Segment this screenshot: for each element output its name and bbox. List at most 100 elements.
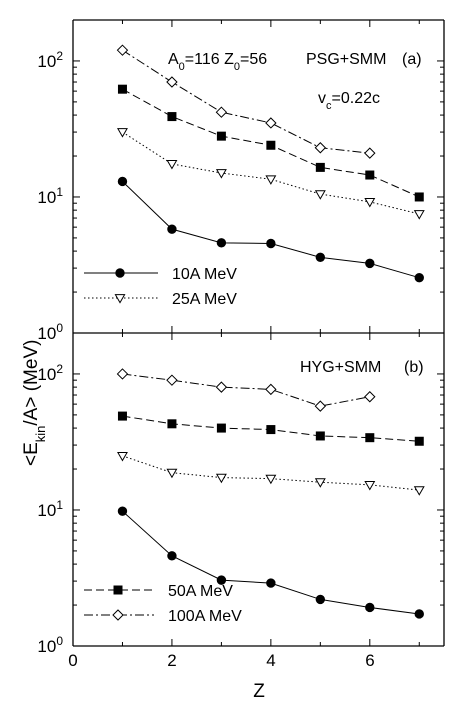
- legend-marker-25a-mev: [114, 294, 126, 304]
- legend-panel-a: 10A MeV 25A MeV: [84, 266, 237, 308]
- point-b-50a-mev-z5: [315, 431, 325, 441]
- point-a-25a-mev-z1: [117, 128, 128, 138]
- x-tick-label-4: 4: [266, 651, 275, 670]
- point-b-10a-mev-z1: [117, 506, 128, 516]
- x-tick-label-2: 2: [167, 651, 176, 670]
- point-a-25a-mev-z3: [215, 169, 227, 179]
- point-a-10a-mev-z6: [365, 258, 375, 269]
- point-a-25a-mev-z2: [166, 160, 178, 170]
- y-axis-title: <Ekin/A> (MeV): [21, 340, 48, 466]
- point-a-100a-mev-z3: [215, 106, 228, 118]
- point-b-10a-mev-z2: [167, 551, 177, 561]
- point-a-50a-mev-z7: [414, 192, 424, 202]
- point-b-100a-mev-z3: [215, 381, 228, 393]
- y-tick-label-b-1e0: 100: [37, 634, 63, 656]
- series-line-b-25a-mev: [122, 455, 420, 491]
- point-a-25a-mev-z4: [265, 175, 277, 185]
- point-b-50a-mev-z3: [216, 423, 226, 433]
- annotation-model-b: HYG+SMM: [300, 359, 381, 376]
- legend-panel-b: 50A MeV 100A MeV: [84, 583, 242, 625]
- point-a-50a-mev-z5: [315, 162, 325, 172]
- legend-label-10a-mev: 10A MeV: [172, 266, 237, 283]
- point-a-10a-mev-z4: [266, 238, 276, 249]
- point-a-100a-mev-z1: [116, 44, 129, 56]
- point-b-50a-mev-z4: [266, 425, 276, 435]
- series-line-a-10a-mev: [122, 181, 420, 279]
- series-line-a-100a-mev: [122, 49, 370, 154]
- point-a-25a-mev-z5: [314, 190, 326, 200]
- series-b-100a-mev: [116, 368, 376, 412]
- point-b-10a-mev-z6: [365, 602, 375, 613]
- point-a-100a-mev-z5: [314, 142, 327, 154]
- point-b-100a-mev-z4: [265, 383, 277, 396]
- point-b-100a-mev-z1: [116, 368, 129, 380]
- point-b-100a-mev-z2: [166, 374, 178, 386]
- x-axis-title: Z: [253, 681, 265, 702]
- point-b-25a-mev-z6: [364, 480, 376, 491]
- point-a-10a-mev-z7: [414, 272, 424, 283]
- x-tick-labels: 0 2 4 6: [68, 651, 374, 670]
- annotation-panel-b: (b): [404, 359, 424, 376]
- x-tick-label-6: 6: [365, 651, 374, 670]
- point-a-50a-mev-z4: [266, 140, 276, 150]
- point-a-10a-mev-z5: [315, 252, 326, 263]
- point-b-25a-mev-z4: [265, 474, 277, 485]
- point-a-10a-mev-z2: [167, 224, 177, 234]
- point-a-100a-mev-z6: [364, 147, 376, 159]
- y-tick-label-a-1e2: 102: [37, 49, 63, 71]
- point-b-25a-mev-z7: [413, 486, 425, 496]
- point-a-50a-mev-z2: [167, 112, 177, 122]
- series-b-50a-mev: [117, 411, 424, 446]
- series-line-b-10a-mev: [122, 510, 420, 615]
- legend-marker-100a-mev: [112, 609, 124, 621]
- series-a-10a-mev: [117, 176, 424, 283]
- series-line-b-100a-mev: [122, 373, 370, 407]
- point-b-25a-mev-z1: [117, 451, 128, 462]
- annotation-model-a: PSG+SMM: [306, 51, 386, 68]
- legend-label-25a-mev: 25A MeV: [172, 291, 237, 308]
- point-a-100a-mev-z4: [265, 117, 277, 129]
- annotation-panel-a: (a): [402, 51, 422, 68]
- annotation-velocity: vc=0.22c: [318, 90, 380, 112]
- point-b-50a-mev-z2: [167, 419, 177, 429]
- legend-marker-50a-mev: [113, 585, 123, 595]
- x-tick-label-0: 0: [68, 651, 77, 670]
- point-b-10a-mev-z4: [266, 578, 276, 588]
- point-b-100a-mev-z5: [314, 400, 327, 412]
- legend-label-100a-mev: 100A MeV: [168, 608, 242, 625]
- point-a-50a-mev-z1: [117, 84, 127, 94]
- point-b-25a-mev-z2: [166, 468, 178, 479]
- panel-b: 100 101 102: [37, 332, 445, 656]
- point-a-25a-mev-z7: [413, 210, 425, 220]
- series-a-25a-mev: [117, 128, 425, 220]
- point-b-50a-mev-z7: [414, 436, 424, 446]
- legend-label-50a-mev: 50A MeV: [168, 583, 233, 600]
- y-tick-label-a-1e0: 100: [37, 321, 63, 343]
- point-a-50a-mev-z3: [216, 131, 226, 141]
- point-b-50a-mev-z1: [117, 411, 127, 421]
- point-a-100a-mev-z2: [166, 76, 178, 88]
- point-b-10a-mev-z5: [315, 594, 326, 605]
- annotation-nucleus: A0=116 Z0=56: [168, 51, 267, 73]
- panel-a: 100 101 102: [37, 19, 445, 343]
- series-a-50a-mev: [117, 84, 424, 202]
- point-a-10a-mev-z1: [117, 176, 128, 187]
- y-tick-label-a-1e1: 101: [37, 185, 63, 207]
- point-b-25a-mev-z3: [215, 473, 227, 484]
- point-a-50a-mev-z6: [365, 170, 375, 180]
- point-b-10a-mev-z3: [216, 575, 227, 585]
- point-a-25a-mev-z6: [364, 197, 376, 208]
- y-tick-label-b-1e2: 102: [37, 362, 63, 384]
- legend-marker-10a-mev: [115, 268, 125, 278]
- point-b-25a-mev-z5: [314, 478, 326, 488]
- y-tick-label-b-1e1: 101: [37, 498, 63, 520]
- point-b-10a-mev-z7: [414, 609, 424, 619]
- point-b-50a-mev-z6: [365, 433, 375, 443]
- point-a-10a-mev-z3: [216, 238, 227, 248]
- point-b-100a-mev-z6: [364, 391, 376, 403]
- series-a-100a-mev: [116, 44, 376, 159]
- series-b-25a-mev: [117, 451, 425, 496]
- series-b-10a-mev: [117, 506, 424, 619]
